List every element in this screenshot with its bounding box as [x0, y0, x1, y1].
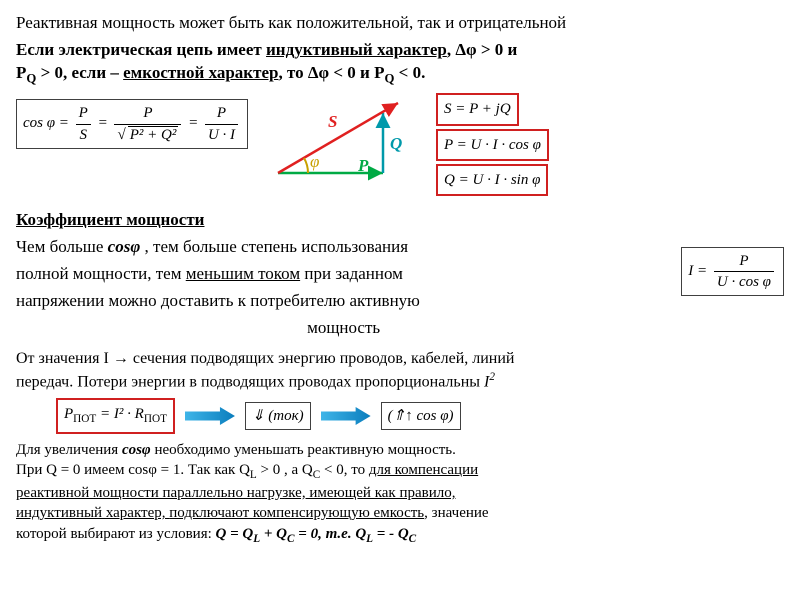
formula-down-tok: ⇓ (ток): [245, 402, 311, 430]
t: cosφ: [108, 237, 141, 256]
t: P: [16, 63, 26, 82]
t: , то Δφ < 0 и P: [278, 63, 384, 82]
title: Реактивная мощность может быть как полож…: [16, 12, 784, 35]
t: = I² · R: [96, 406, 144, 422]
t: ПОТ: [73, 413, 96, 425]
label-p: P: [358, 155, 368, 178]
t: > 0, если –: [36, 63, 123, 82]
t: ПОТ: [144, 413, 167, 425]
t: , значение: [424, 505, 488, 521]
t: Q = Q: [216, 526, 254, 542]
t: P: [64, 406, 73, 422]
t: P: [76, 103, 91, 124]
final-paragraph: Для увеличения cosφ необходимо уменьшать…: [16, 440, 784, 547]
t: cosφ: [122, 442, 151, 458]
t: = 0, т.е. Q: [295, 526, 367, 542]
t: Для увеличения: [16, 442, 122, 458]
label-phi: φ: [310, 151, 319, 174]
label-s: S: [328, 111, 337, 134]
label-q: Q: [390, 133, 402, 156]
cosphi-formula: cos φ = PS = P√P² + Q² = PU · I: [16, 99, 248, 149]
formula-s: S = P + jQ: [436, 93, 519, 125]
t: для компенсации: [369, 462, 478, 478]
t: cos φ =: [23, 116, 69, 132]
t: < 0, то: [320, 462, 369, 478]
t: = - Q: [373, 526, 409, 542]
formula-q: Q = U · I · sin φ: [436, 164, 548, 196]
t: S: [76, 125, 91, 145]
t: P: [114, 103, 181, 124]
t: √: [117, 127, 125, 143]
t: P: [205, 103, 238, 124]
t: > 0 , а Q: [257, 462, 313, 478]
arrow-icon: [321, 407, 371, 425]
t: I =: [688, 263, 707, 279]
sub-note: От значения I → сечения подводящих энерг…: [16, 348, 784, 393]
t: при заданном: [300, 264, 403, 283]
s-p-q-formulas: S = P + jQ P = U · I · cos φ Q = U · I ·…: [436, 93, 549, 199]
formula-i: I = PU · cos φ: [681, 247, 784, 297]
t: индуктивный характер: [266, 40, 447, 59]
t: необходимо уменьшать реактивную мощность…: [151, 442, 456, 458]
line-inductive: Если электрическая цепь имеет индуктивны…: [16, 39, 784, 62]
t: Если электрическая цепь имеет: [16, 40, 266, 59]
formula-p: P = U · I · cos φ: [436, 129, 549, 161]
coef-heading: Коэффициент мощности: [16, 209, 671, 232]
para: Чем больше cosφ , тем больше степень исп…: [16, 236, 671, 259]
t: , Δφ > 0 и: [447, 40, 518, 59]
arrow-icon: [185, 407, 235, 425]
t: U · cos φ: [714, 272, 774, 292]
power-triangle-diagram: S Q P φ: [268, 93, 428, 183]
para: полной мощности, тем меньшим током при з…: [16, 263, 671, 286]
t: P: [714, 251, 774, 272]
t: U · I: [205, 125, 238, 145]
t: индуктивный характер,: [16, 505, 169, 521]
t: меньшим током: [186, 264, 300, 283]
para: мощность: [16, 317, 671, 340]
t: Чем больше: [16, 237, 108, 256]
t: которой выбирают из условия:: [16, 526, 216, 542]
t: < 0.: [394, 63, 425, 82]
t: реактивной мощности параллельно нагрузке…: [16, 485, 456, 501]
t: P² + Q²: [128, 126, 179, 143]
t: , тем больше степень использования: [140, 237, 408, 256]
t: емкостной характер: [123, 63, 278, 82]
formula-up-cos: (⇑↑ cos φ): [381, 402, 461, 430]
t: полной мощности, тем: [16, 264, 186, 283]
t: При Q = 0 имеем cosφ = 1. Так как Q: [16, 462, 250, 478]
formula-ppot: PПОТ = I² · RПОТ: [56, 398, 175, 433]
t: + Q: [260, 526, 287, 542]
t: ⇑↑ cos φ: [393, 408, 449, 424]
para: напряжении можно доставить к потребителю…: [16, 290, 671, 313]
t: подключают компенсирующую емкость: [169, 505, 424, 521]
arrow-row: PПОТ = I² · RПОТ ⇓ (ток) (⇑↑ cos φ): [56, 398, 784, 433]
line-capacitive: PQ > 0, если – емкостной характер, то Δφ…: [16, 62, 784, 88]
